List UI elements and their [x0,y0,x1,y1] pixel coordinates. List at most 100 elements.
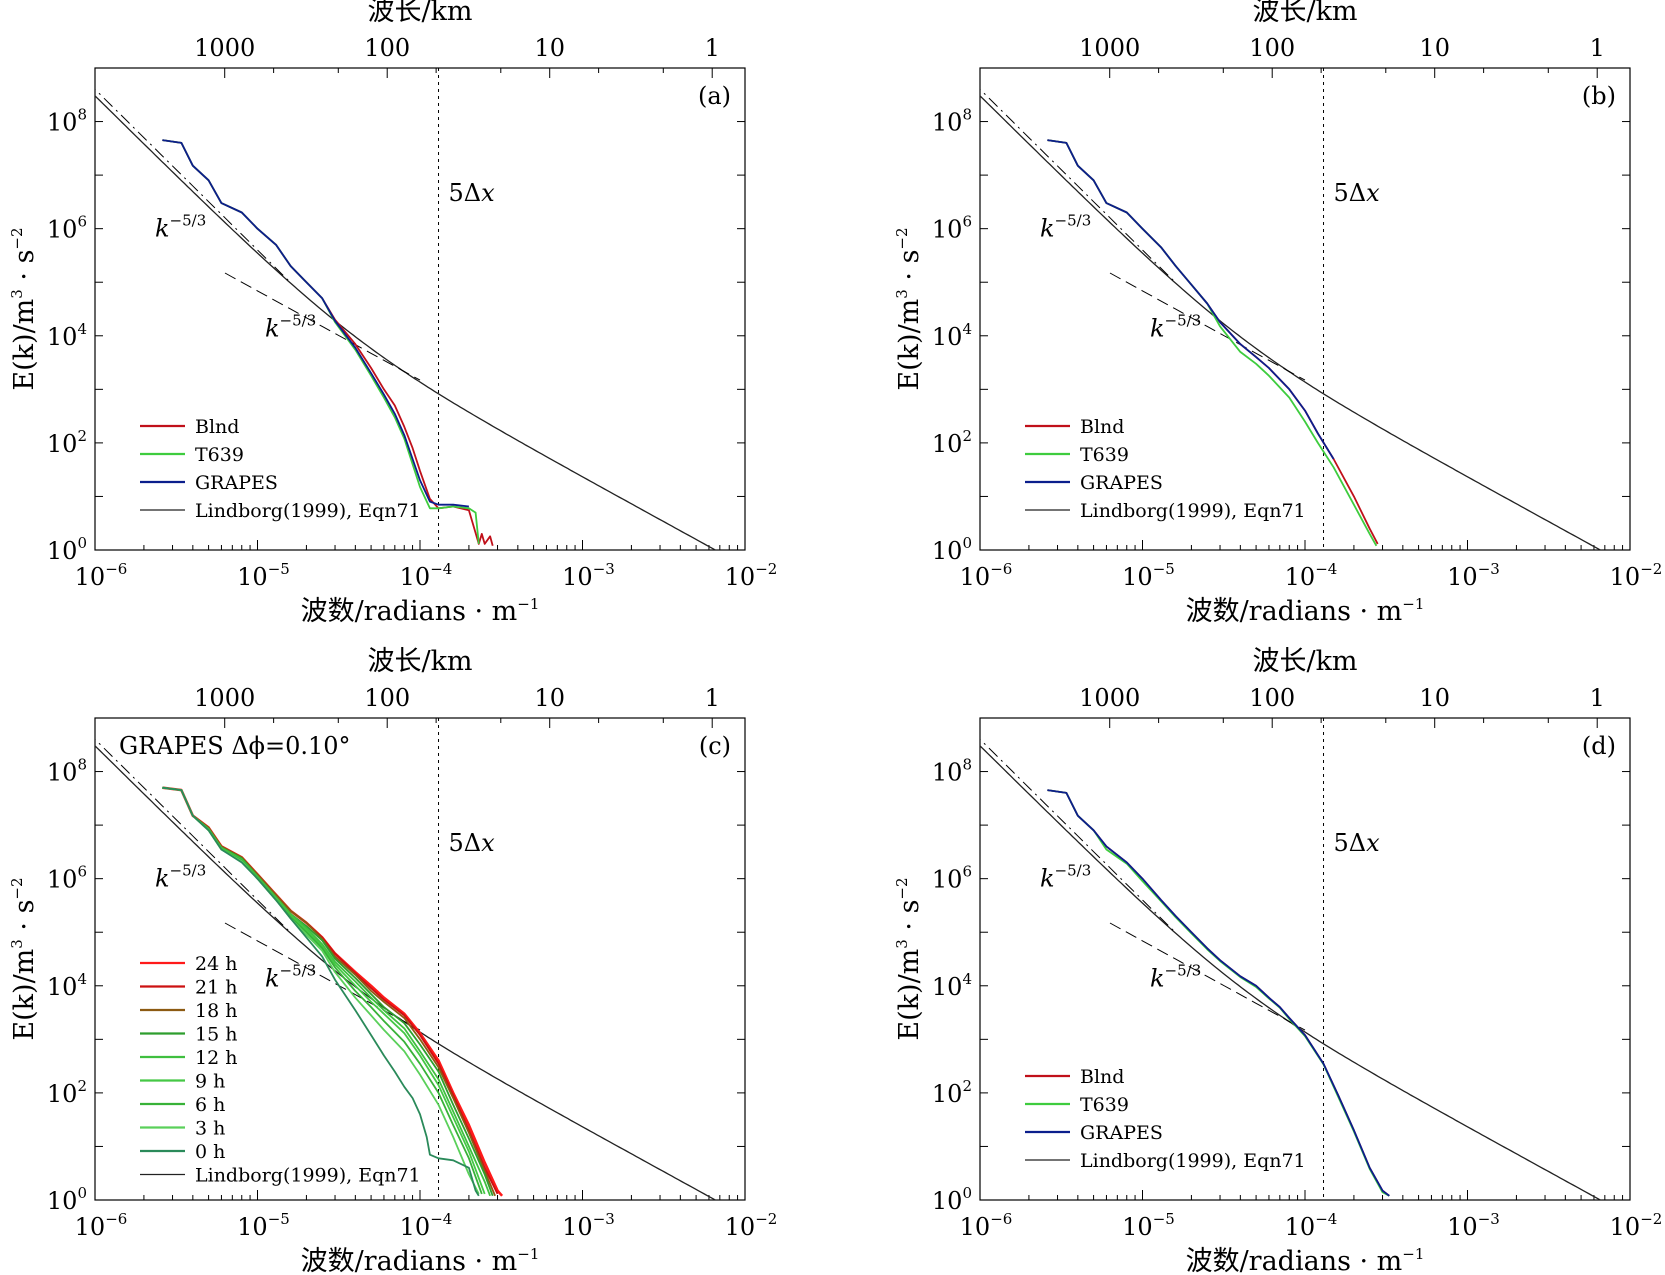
lindborg-line [95,94,717,550]
top-tick-label: 100 [364,34,410,62]
x-tick-label: 10−4 [400,560,453,591]
x-tick-label: 10−5 [1122,560,1175,591]
slope-guide-k3 [95,738,291,933]
panel-label: (a) [698,82,731,110]
x-tick-label: 10−2 [1610,560,1663,591]
top-tick-label: 1 [705,684,720,712]
five-dx-label: 5Δx [449,179,496,207]
y-tick-label: 108 [932,756,972,787]
legend-label: T639 [1080,444,1129,466]
top-tick-label: 100 [364,684,410,712]
y-tick-label: 106 [47,213,87,244]
x-axis-title: 波数/radians · m−1 [301,595,540,627]
y-tick-label: 108 [932,106,972,137]
five-dx-label: 5Δx [449,829,496,857]
y-tick-label: 104 [47,970,87,1001]
x-tick-label: 10−2 [1610,1210,1663,1241]
top-tick-label: 1000 [194,684,255,712]
y-tick-label: 100 [47,1184,87,1215]
slope-label: k−5/3 [1150,311,1201,342]
y-tick-label: 100 [932,534,972,565]
top-tick-label: 1000 [1079,684,1140,712]
plot-frame [979,717,1631,1201]
x-tick-label: 10−4 [400,1210,453,1241]
top-axis-title: 波长/km [367,646,472,677]
y-tick-label: 104 [932,320,972,351]
x-tick-label: 10−3 [562,560,615,591]
top-axis-title: 波长/km [1252,646,1357,677]
slope-label: k−5/3 [1150,961,1201,992]
panel-label: (d) [1582,732,1616,760]
y-tick-label: 102 [47,427,87,458]
x-tick-label: 10−5 [237,1210,290,1241]
top-tick-label: 100 [1249,34,1295,62]
slope-guide-k53 [1109,922,1306,1031]
lindborg-line [980,94,1602,550]
y-axis-title: E(k)/m3 · s−2 [8,877,40,1040]
slope-label: k−5/3 [265,961,316,992]
x-axis-title: 波数/radians · m−1 [1186,595,1425,627]
x-tick-label: 10−5 [237,560,290,591]
y-tick-label: 108 [47,106,87,137]
series-line [1047,789,1390,1197]
slope-guide-k3 [980,88,1176,283]
five-dx-label: 5Δx [1334,179,1381,207]
legend-label: 12 h [195,1047,237,1069]
y-tick-label: 102 [47,1077,87,1108]
legend-label: GRAPES [1080,1122,1163,1144]
legend-label: T639 [195,444,244,466]
slope-guide-k3 [95,88,291,283]
lindborg-line [980,744,1602,1200]
chart-panel-d: 10−6 10−5 10−4 10−3 10−2 100 102 104 106 108 1000 1… [893,646,1662,1275]
lindborg-line [95,744,717,1200]
y-tick-label: 106 [47,863,87,894]
legend-label: T639 [1080,1094,1129,1116]
legend-label: 21 h [195,977,237,999]
y-axis-title: E(k)/m3 · s−2 [893,877,925,1040]
slope-guide-k3 [980,738,1176,933]
plot-frame [979,67,1631,551]
y-tick-label: 106 [932,863,972,894]
slope-label: k−5/3 [1040,212,1091,243]
y-tick-label: 100 [47,534,87,565]
plot-area [980,738,1602,1200]
legend-label: 24 h [195,953,237,975]
plot-area [95,88,717,550]
legend-label: Blnd [1080,1066,1124,1088]
x-axis-title: 波数/radians · m−1 [1186,1245,1425,1275]
y-tick-label: 104 [932,970,972,1001]
legend-label: Lindborg(1999), Eqn71 [195,500,421,522]
legend-label: Lindborg(1999), Eqn71 [1080,1150,1306,1172]
x-tick-label: 10−2 [725,1210,778,1241]
legend-label: Lindborg(1999), Eqn71 [1080,500,1306,522]
top-axis-title: 波长/km [367,0,472,27]
series-line [162,139,470,508]
x-axis-title: 波数/radians · m−1 [301,1245,540,1275]
top-tick-label: 1 [705,34,720,62]
slope-label: k−5/3 [155,862,206,893]
panel-label: (c) [699,732,731,760]
legend-label: Lindborg(1999), Eqn71 [195,1165,421,1187]
five-dx-label: 5Δx [1334,829,1381,857]
plot-area [95,738,717,1200]
top-tick-label: 100 [1249,684,1295,712]
x-tick-label: 10−3 [562,1210,615,1241]
chart-panel-c: 10−6 10−5 10−4 10−3 10−2 100 102 104 106 108 1000 1… [8,646,777,1275]
y-axis-title: E(k)/m3 · s−2 [893,227,925,390]
slope-guide-k53 [1109,272,1306,381]
slope-label: k−5/3 [1040,862,1091,893]
top-axis-title: 波长/km [1252,0,1357,27]
legend-label: 9 h [195,1071,225,1093]
legend-label: 0 h [195,1141,225,1163]
slope-label: k−5/3 [265,311,316,342]
top-tick-label: 1 [1590,684,1605,712]
top-tick-label: 10 [1419,34,1450,62]
top-tick-label: 1000 [1079,34,1140,62]
plot-frame [94,717,746,1201]
y-tick-label: 100 [932,1184,972,1215]
legend-label: 6 h [195,1094,225,1116]
top-tick-label: 1000 [194,34,255,62]
x-tick-label: 10−4 [1285,1210,1338,1241]
x-tick-label: 10−3 [1447,560,1500,591]
y-tick-label: 108 [47,756,87,787]
